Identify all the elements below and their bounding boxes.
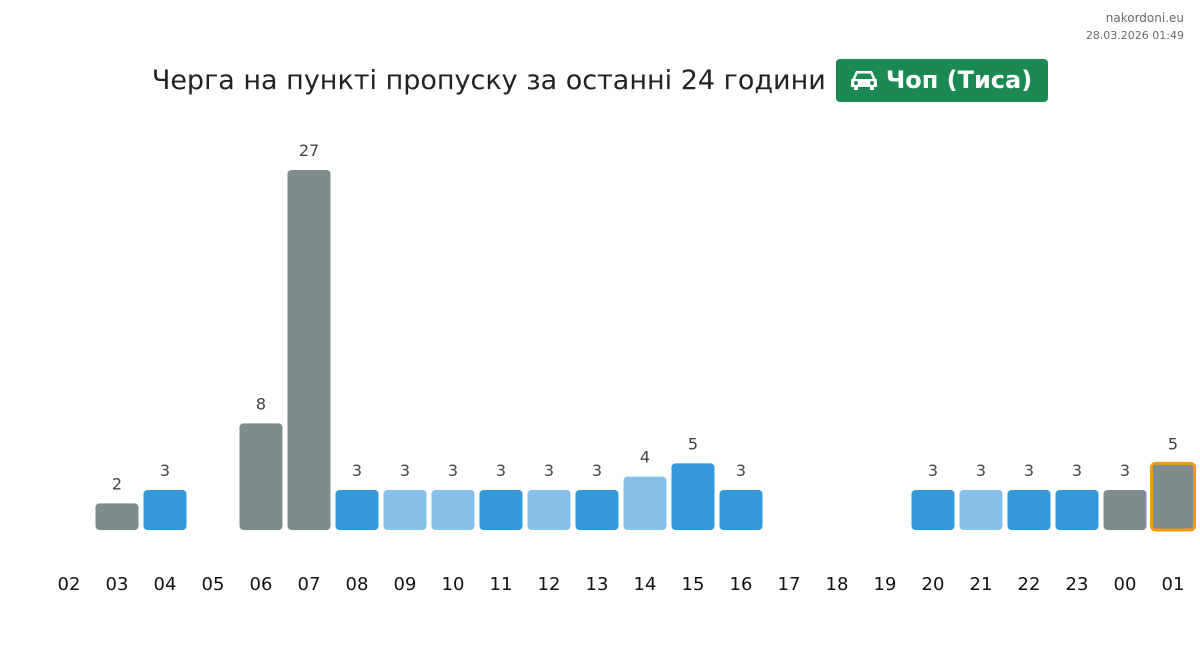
data-label-01: 5 [1168, 434, 1178, 453]
bar-22 [1007, 490, 1051, 530]
car-icon [850, 71, 877, 90]
x-tick-label-04: 04 [154, 574, 177, 595]
bar-21 [959, 490, 1003, 530]
bar-10 [431, 490, 475, 530]
data-label-04: 3 [160, 461, 170, 480]
bar-20 [911, 490, 955, 530]
x-tick-label-13: 13 [586, 574, 609, 595]
x-tick-label-22: 22 [1018, 574, 1041, 595]
bar-04 [143, 490, 187, 530]
x-tick-label-20: 20 [922, 574, 945, 595]
x-tick-label-14: 14 [634, 574, 657, 595]
data-label-13: 3 [592, 461, 602, 480]
x-tick-label-17: 17 [778, 574, 801, 595]
data-label-00: 3 [1120, 461, 1130, 480]
x-tick-label-21: 21 [970, 574, 993, 595]
bar-08 [335, 490, 379, 530]
data-label-03: 2 [112, 474, 122, 493]
x-tick-label-09: 09 [394, 574, 417, 595]
x-tick-label-11: 11 [490, 574, 513, 595]
bar-01 [1150, 461, 1196, 532]
data-label-16: 3 [736, 461, 746, 480]
data-label-07: 27 [299, 141, 319, 160]
data-label-06: 8 [256, 394, 266, 413]
x-tick-label-06: 06 [250, 574, 273, 595]
x-tick-label-23: 23 [1066, 574, 1089, 595]
bar-06 [239, 423, 283, 530]
bar-03 [95, 503, 139, 530]
checkpoint-badge: Чоп (Тиса) [835, 58, 1049, 102]
bar-16 [719, 490, 763, 530]
x-tick-label-02: 02 [58, 574, 81, 595]
x-tick-label-01: 01 [1162, 574, 1185, 595]
data-label-20: 3 [928, 461, 938, 480]
data-label-11: 3 [496, 461, 506, 480]
page-title: Черга на пункті пропуску за останні 24 г… [151, 64, 826, 96]
source-info: nakordoni.eu 28.03.2026 01:49 [1086, 10, 1184, 44]
bar-00 [1103, 490, 1147, 530]
data-label-09: 3 [400, 461, 410, 480]
x-tick-label-10: 10 [442, 574, 465, 595]
data-label-22: 3 [1024, 461, 1034, 480]
header: Черга на пункті пропуску за останні 24 г… [0, 58, 1200, 102]
x-tick-label-16: 16 [730, 574, 753, 595]
bar-11 [479, 490, 523, 530]
checkpoint-name: Чоп (Тиса) [885, 66, 1033, 94]
bar-13 [575, 490, 619, 530]
data-label-08: 3 [352, 461, 362, 480]
bar-14 [623, 476, 667, 530]
data-label-14: 4 [640, 448, 650, 467]
x-tick-label-08: 08 [346, 574, 369, 595]
x-tick-label-19: 19 [874, 574, 897, 595]
data-label-12: 3 [544, 461, 554, 480]
data-label-10: 3 [448, 461, 458, 480]
x-tick-label-05: 05 [202, 574, 225, 595]
bar-15 [671, 463, 715, 530]
x-tick-label-03: 03 [106, 574, 129, 595]
x-tick-label-07: 07 [298, 574, 321, 595]
bar-07 [287, 170, 331, 530]
x-tick-label-18: 18 [826, 574, 849, 595]
data-label-23: 3 [1072, 461, 1082, 480]
bar-12 [527, 490, 571, 530]
bar-23 [1055, 490, 1099, 530]
bar-09 [383, 490, 427, 530]
x-tick-label-00: 00 [1114, 574, 1137, 595]
source-timestamp: 28.03.2026 01:49 [1085, 29, 1184, 42]
source-site: nakordoni.eu [1105, 11, 1184, 25]
data-label-15: 5 [688, 434, 698, 453]
data-label-21: 3 [976, 461, 986, 480]
x-tick-label-15: 15 [682, 574, 705, 595]
x-tick-label-12: 12 [538, 574, 561, 595]
